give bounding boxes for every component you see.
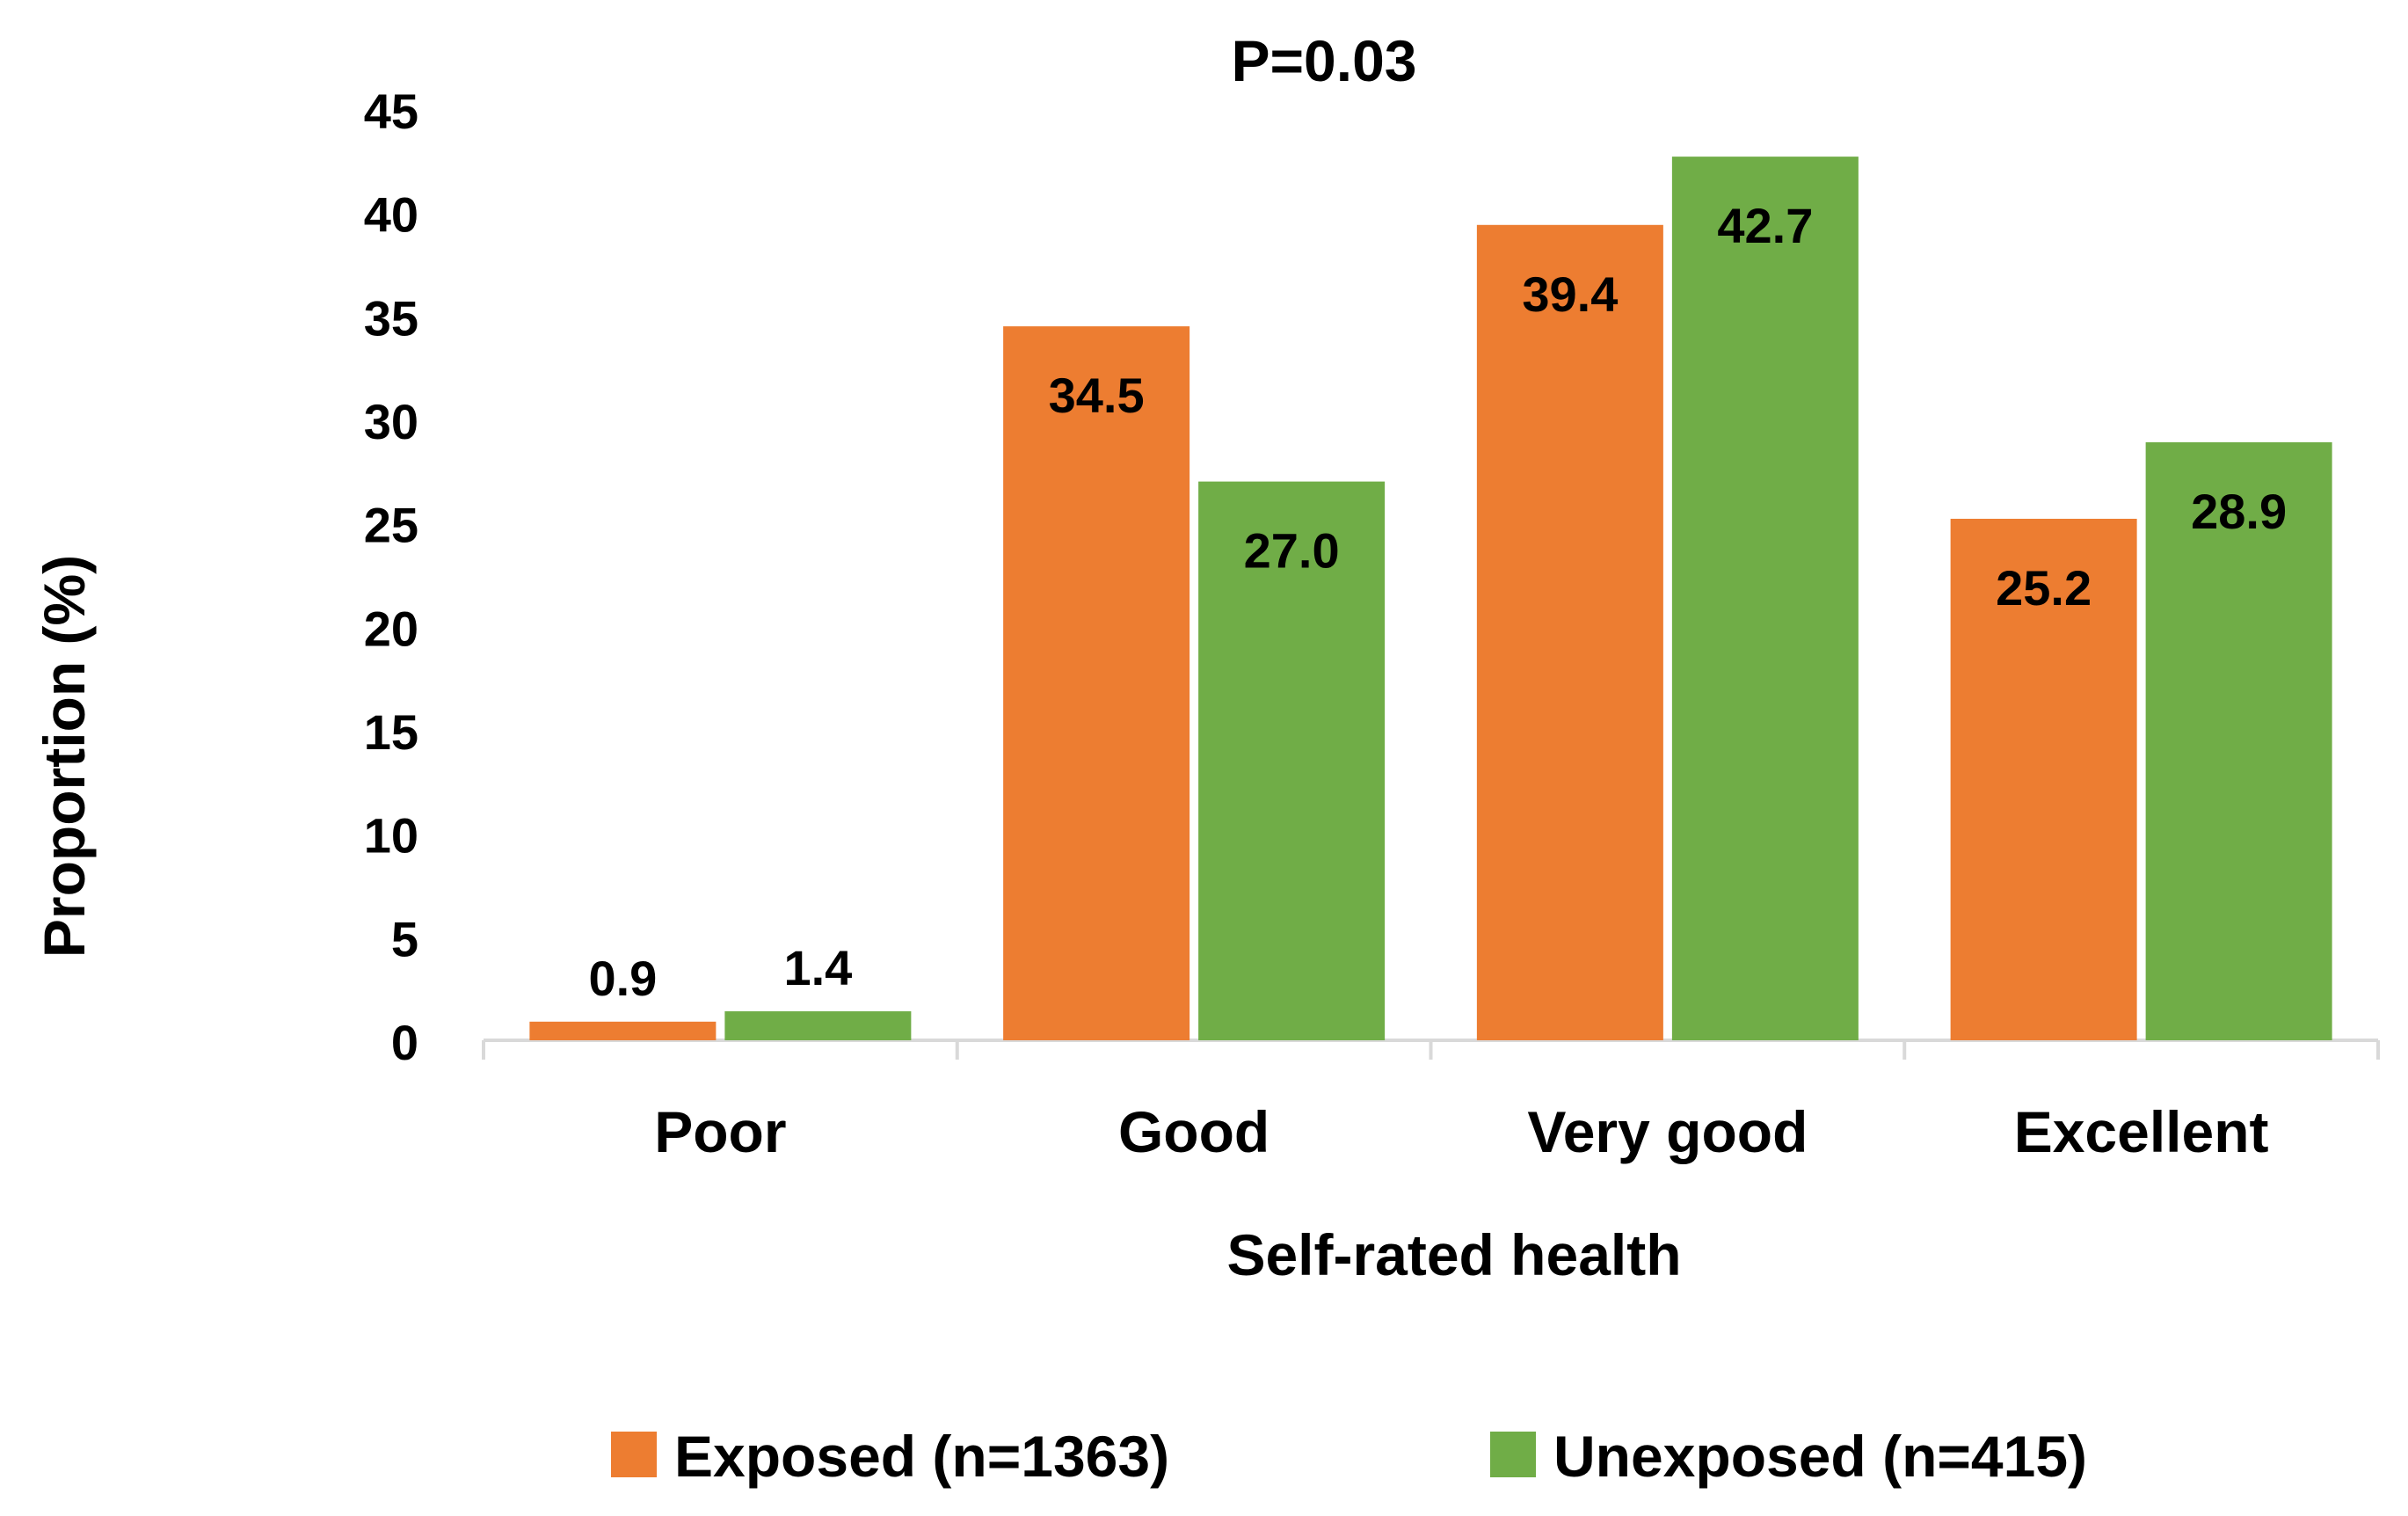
- data-label: 1.4: [783, 940, 852, 995]
- data-label: 42.7: [1717, 198, 1813, 253]
- x-axis-tick-labels: Poor Good Very good Excellent: [654, 1099, 2268, 1164]
- legend-swatch-unexposed: [1490, 1432, 1536, 1477]
- y-tick-label: 0: [391, 1015, 418, 1070]
- bar-exposed: [1950, 518, 2137, 1040]
- data-label: 0.9: [588, 951, 657, 1006]
- x-axis-label: Self-rated health: [1226, 1222, 1681, 1287]
- bar-unexposed: [1671, 157, 1859, 1041]
- y-tick-label: 25: [364, 498, 418, 553]
- data-label: 25.2: [1996, 560, 2092, 616]
- data-label: 39.4: [1522, 266, 1618, 322]
- legend-swatch-exposed: [611, 1432, 657, 1477]
- bars: 0.9 1.4 34.5 27.0 39.4 42.7 25.2 28.9: [529, 157, 2332, 1041]
- legend: Exposed (n=1363) Unexposed (n=415): [611, 1424, 2087, 1489]
- y-axis-label: Proportion (%): [32, 555, 97, 958]
- bar-exposed: [1003, 326, 1190, 1041]
- y-tick-label: 40: [364, 187, 418, 243]
- data-label: 34.5: [1049, 368, 1145, 423]
- bar-exposed: [529, 1021, 717, 1040]
- y-axis-ticks: 0 5 10 15 20 25 30 35 40 45: [364, 84, 418, 1070]
- y-tick-label: 5: [391, 911, 418, 966]
- data-label: 27.0: [1244, 523, 1340, 579]
- y-tick-label: 20: [364, 601, 418, 656]
- y-tick-label: 30: [364, 394, 418, 449]
- x-tick-label: Good: [1118, 1099, 1269, 1164]
- y-tick-label: 10: [364, 808, 418, 864]
- x-axis: [482, 1039, 2380, 1060]
- data-label: 28.9: [2191, 484, 2287, 539]
- x-tick-label: Poor: [654, 1099, 786, 1164]
- y-tick-label: 45: [364, 84, 418, 139]
- y-tick-label: 15: [364, 704, 418, 760]
- bar-unexposed: [1198, 481, 1386, 1040]
- x-tick-label: Excellent: [2014, 1099, 2269, 1164]
- y-tick-label: 35: [364, 290, 418, 346]
- legend-label: Unexposed (n=415): [1553, 1424, 2087, 1489]
- chart-title: P=0.03: [1231, 28, 1416, 93]
- x-tick-label: Very good: [1527, 1099, 1808, 1164]
- bar-unexposed: [2145, 441, 2332, 1040]
- legend-label: Exposed (n=1363): [674, 1424, 1169, 1489]
- bar-unexposed: [724, 1011, 912, 1040]
- bar-exposed: [1476, 224, 1663, 1040]
